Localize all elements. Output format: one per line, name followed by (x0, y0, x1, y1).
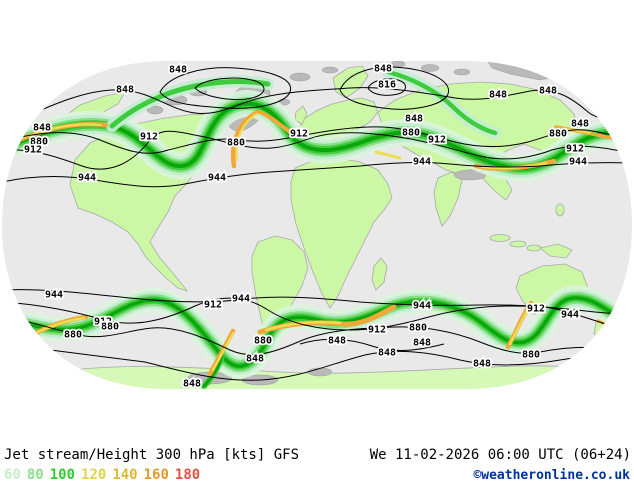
contour-label-880: 880 (522, 350, 540, 361)
contour-label-848: 848 (378, 348, 396, 359)
contour-label-880: 880 (101, 322, 119, 333)
contour-label-944: 944 (413, 301, 431, 312)
legend-value-140: 140 (112, 467, 138, 483)
copyright-label: ©weatheronline.co.uk (473, 468, 630, 483)
contour-layer (2, 66, 632, 381)
contour-label-848: 848 (571, 119, 589, 130)
legend-value-180: 180 (174, 467, 201, 483)
legend: 60 80 100 120 140 160 180 (4, 467, 206, 483)
contour-label-848: 848 (246, 354, 264, 365)
contour-label-848: 848 (183, 379, 201, 390)
contour-label-944: 944 (569, 157, 587, 168)
legend-value-120: 120 (81, 467, 107, 483)
contour-label-880: 880 (64, 330, 82, 341)
contour-label-912: 912 (24, 145, 42, 156)
legend-value-80: 80 (26, 467, 44, 483)
contour-label-848: 848 (328, 336, 346, 347)
contour-label-816: 816 (378, 80, 396, 91)
jet-stream-layer (2, 66, 632, 389)
contour-label-848: 848 (489, 90, 507, 101)
contour-label-880: 880 (402, 128, 420, 139)
contour-label-912: 912 (428, 135, 446, 146)
contour-label-880: 880 (227, 138, 245, 149)
contour-label-912: 912 (94, 317, 112, 328)
map-clip-group (2, 61, 632, 389)
contour-label-848: 848 (539, 86, 557, 97)
contour-label-848: 848 (374, 64, 392, 75)
contour-label-944: 944 (45, 290, 63, 301)
legend-value-100: 100 (49, 467, 76, 483)
contour-label-848: 848 (169, 65, 187, 76)
contour-label-912: 912 (290, 129, 308, 140)
contour-label-848: 848 (473, 359, 491, 370)
contour-label-944: 944 (413, 157, 431, 168)
contour-label-912: 912 (527, 304, 545, 315)
valid-datetime: We 11-02-2026 06:00 UTC (06+24) (369, 447, 631, 463)
contour-label-880: 880 (409, 323, 427, 334)
contour-label-912: 912 (566, 144, 584, 155)
contour-label-880: 880 (254, 336, 272, 347)
contour-label-912: 912 (368, 325, 386, 336)
contour-label-848: 848 (405, 114, 423, 125)
product-title: Jet stream/Height 300 hPa [kts] GFS (4, 447, 300, 463)
contour-label-944: 944 (232, 294, 250, 305)
contour-label-912: 912 (204, 300, 222, 311)
legend-value-160: 160 (143, 467, 169, 483)
contour-label-848: 848 (413, 338, 431, 349)
contour-label-944: 944 (78, 173, 96, 184)
contour-label-944: 944 (208, 173, 226, 184)
legend-value-60: 60 (4, 467, 21, 483)
contour-label-848: 848 (33, 123, 51, 134)
contour-label-944: 944 (561, 310, 579, 321)
contour-label-848: 848 (116, 85, 134, 96)
contour-label-880: 880 (549, 129, 567, 140)
contour-label-912: 912 (140, 132, 158, 143)
contour-label-880: 880 (30, 137, 48, 148)
